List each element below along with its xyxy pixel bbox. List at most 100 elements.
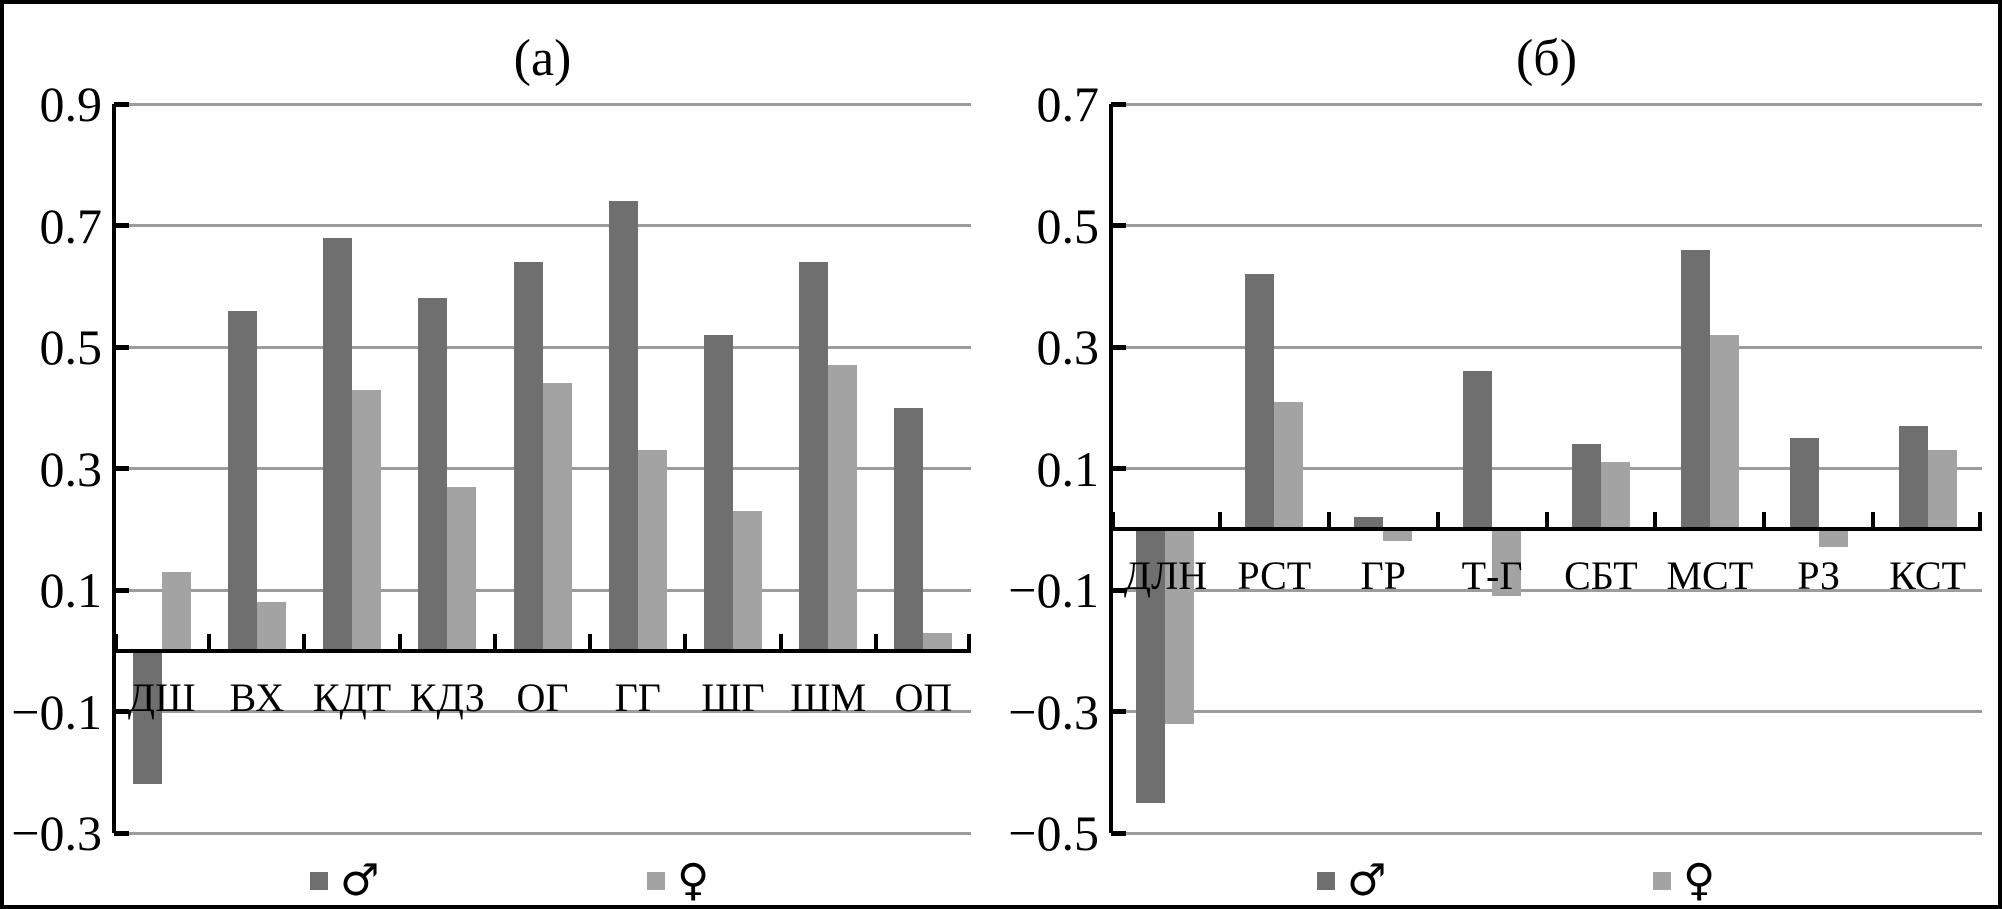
x-axis-tick [1111,512,1115,530]
bar-male-ОГ [513,261,543,651]
x-axis-tick [1762,512,1767,530]
y-axis-tick [114,709,129,714]
chart-b-title: (б) [1515,30,1578,87]
bar-female-ДШ [161,571,191,651]
male-series-swatch [1317,872,1335,890]
y-axis-tick [114,466,129,471]
bar-female-ОП [923,632,953,651]
x-axis-tick [114,633,118,651]
x-axis-tick [1978,512,1982,530]
x-axis-tick [302,633,307,651]
bar-female-КСТ [1927,450,1957,530]
category-label-ДШ: ДШ [127,674,196,720]
y-axis-tick [114,587,129,593]
chart-a-plot-area: 0.9 0.7 0.5 0.3 0.1 −0.1 −0.3 ДШ ВХ КДТ КДЗ ОГ ГГ ШГ Ш… [11,76,971,861]
y-tick-label: 0.7 [1036,76,1100,132]
x-axis-tick [873,633,878,651]
x-axis-tick [1871,512,1876,530]
category-label-КДТ: КДТ [312,674,392,720]
bar-female-ГГ [637,450,667,651]
bar-female-КДТ [352,389,382,651]
bar-male-ШМ [799,261,829,651]
female-symbol-icon: ♀ [1683,855,1716,906]
chart-b-plot-area: 0.7 0.5 0.3 0.1 −0.1 −0.3 −0.5 ДЛН РСТ ГР Т-Г СБТ МС… [1008,76,1982,861]
y-axis-tick [1111,587,1126,593]
y-axis-tick [1111,709,1126,714]
x-axis-tick [1435,512,1440,530]
bar-male-ВХ [227,310,257,651]
male-symbol-icon: ♂ [1347,855,1387,906]
chart-b-legend-female: ♀ [1653,855,1716,906]
category-label-ШМ: ШМ [790,674,867,720]
bar-male-МСТ [1680,249,1710,530]
x-axis-tick [492,633,497,651]
bar-male-РСТ [1245,274,1275,530]
female-symbol-icon: ♀ [677,855,710,906]
bar-male-РЗ [1789,438,1819,530]
x-axis-tick [1326,512,1331,530]
bar-female-Т-Г [1492,529,1522,597]
bar-male-ШГ [703,334,733,651]
category-label-ГГ: ГГ [614,674,661,720]
gridline [1111,345,1982,349]
y-axis-tick [1111,101,1126,107]
category-label-ОГ: ОГ [516,674,569,720]
x-axis-tick [683,633,688,651]
category-label-ШГ: ШГ [701,674,765,720]
bar-male-КДЗ [418,298,448,651]
y-tick-label: −0.5 [1008,805,1099,861]
bar-male-ОП [894,407,924,651]
bar-female-ОГ [542,383,572,651]
category-label-РЗ: РЗ [1797,553,1841,599]
gridline [1111,831,1982,835]
y-tick-label: 0.3 [39,440,103,497]
x-axis-tick [588,633,593,651]
bar-female-ШМ [828,365,858,651]
y-tick-label: 0.5 [1036,197,1100,254]
gridline [1111,224,1982,227]
y-tick-label: −0.3 [11,805,102,861]
y-tick-label: 0.3 [1036,319,1100,375]
category-label-ОП: ОП [894,674,953,720]
gridline [114,102,971,106]
bar-male-Т-Г [1463,371,1493,530]
category-label-РСТ: РСТ [1237,553,1312,599]
bar-female-ДЛН [1165,529,1195,724]
bar-male-ДЛН [1136,529,1166,803]
x-axis-tick [1217,512,1222,530]
y-axis-tick [1111,344,1126,350]
bar-male-ДШ [132,650,162,785]
bar-female-ВХ [256,602,286,651]
y-axis-tick [114,830,129,836]
category-label-СБТ: СБТ [1564,553,1638,599]
y-axis-tick [114,101,129,107]
bar-female-ШГ [732,511,762,651]
bar-female-РЗ [1818,529,1848,548]
y-tick-label: 0.5 [39,319,103,375]
y-axis-tick [114,344,129,350]
gridline [114,224,971,227]
category-label-КДЗ: КДЗ [409,674,485,720]
y-tick-label: 0.7 [39,197,103,254]
bar-male-ГГ [608,201,638,651]
x-axis-tick [778,633,783,651]
y-tick-label: −0.1 [1008,562,1099,618]
bar-male-СБТ [1571,444,1601,530]
zero-baseline [114,648,971,653]
gridline [1111,102,1982,106]
bar-male-КДТ [323,237,353,651]
gridline [114,831,971,835]
category-label-ДЛН: ДЛН [1123,553,1208,599]
chart-a-title: (a) [513,30,572,87]
y-tick-label: 0.1 [1036,440,1100,497]
female-series-swatch [1653,872,1671,890]
y-axis-tick [1111,830,1126,836]
female-series-swatch [647,872,665,890]
bar-female-ГР [1383,529,1413,542]
gridline [114,345,971,349]
bar-male-КСТ [1898,425,1928,530]
y-tick-label: 0.9 [39,76,103,132]
chart-b-legend-male: ♂ [1317,855,1387,906]
chart-a-legend-female: ♀ [647,855,710,906]
